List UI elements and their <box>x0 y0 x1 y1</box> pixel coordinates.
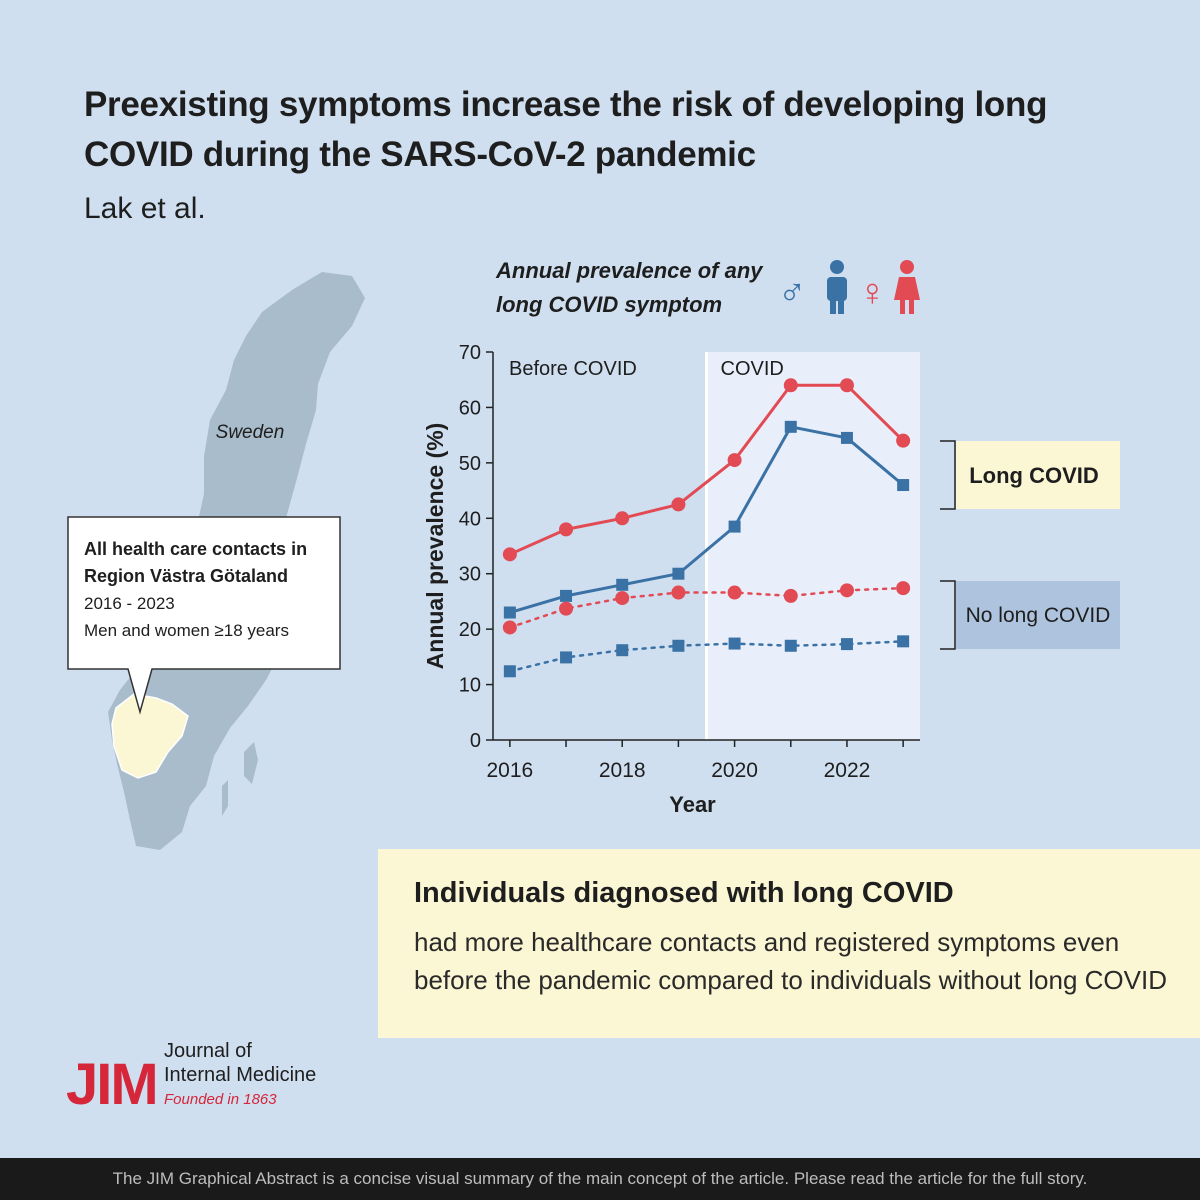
chart-title-line: long COVID symptom <box>496 292 722 317</box>
callout-heading: All health care contacts in Region Västr… <box>84 539 308 586</box>
period-label: Before COVID <box>509 358 637 380</box>
region-vastra-gotaland <box>111 693 189 779</box>
data-point <box>503 665 516 678</box>
data-point <box>783 588 798 603</box>
long-covid-group: Long COVID <box>940 440 1120 510</box>
y-tick-label: 40 <box>459 508 481 530</box>
data-point <box>897 479 910 492</box>
no-long-covid-box <box>956 581 1120 649</box>
no-long-covid-group: No long COVID <box>940 580 1120 650</box>
data-point <box>502 620 517 635</box>
data-point <box>896 581 911 596</box>
callout: All health care contacts in Region Västr… <box>84 536 334 644</box>
data-point <box>727 453 742 468</box>
data-point <box>840 431 853 444</box>
data-point <box>896 433 911 448</box>
summary-heading: Individuals diagnosed with long COVID <box>414 877 954 909</box>
data-point <box>616 644 629 657</box>
data-point <box>727 585 742 600</box>
page-title: Preexisting symptoms increase the risk o… <box>84 85 1048 174</box>
y-tick-label: 30 <box>459 564 481 586</box>
y-tick-label: 20 <box>459 619 481 641</box>
data-point <box>616 578 629 591</box>
data-point <box>671 585 686 600</box>
callout-population: Men and women ≥18 years <box>84 621 289 640</box>
data-point <box>672 567 685 580</box>
data-point <box>783 378 798 393</box>
callout-years: 2016 - 2023 <box>84 594 175 613</box>
summary-box: Individuals diagnosed with long COVID ha… <box>378 849 1200 1038</box>
data-point <box>671 497 686 512</box>
woman-figure-icon <box>894 260 920 314</box>
plot-area: Before COVID COVID 0 10 20 30 40 50 60 70 2016 2018… <box>422 342 920 817</box>
x-tick-label: 2020 <box>711 759 758 782</box>
data-point <box>615 591 630 606</box>
male-symbol-icon: ♂ <box>778 272 807 314</box>
no-long-covid-bracket <box>940 580 956 650</box>
female-symbol-icon: ♀ <box>858 272 887 314</box>
data-point <box>503 606 516 619</box>
data-point <box>560 589 573 602</box>
oland-island <box>222 780 228 816</box>
x-tick-label: 2016 <box>486 759 533 782</box>
authors: Lak et al. <box>84 192 206 225</box>
period-band <box>706 352 920 740</box>
data-point <box>560 651 573 664</box>
data-point <box>840 638 853 651</box>
series-line <box>508 640 905 673</box>
y-tick-label: 70 <box>459 342 481 364</box>
long-covid-box <box>956 441 1120 509</box>
data-point <box>784 639 797 652</box>
gotland-island <box>244 742 258 784</box>
y-tick-label: 0 <box>470 730 481 752</box>
series-line <box>508 586 905 629</box>
y-tick-label: 50 <box>459 453 481 475</box>
long-covid-bracket <box>940 440 956 510</box>
x-axis-title: Year <box>669 792 716 817</box>
y-axis-title: Annual prevalence (%) <box>422 423 448 670</box>
data-point <box>615 511 630 526</box>
series-line <box>509 425 905 614</box>
data-point <box>784 420 797 433</box>
y-tick-label: 60 <box>459 397 481 419</box>
country-label: Sweden <box>216 422 285 443</box>
summary-body: had more healthcare contacts and registe… <box>414 927 1167 995</box>
man-figure-icon <box>827 260 847 314</box>
data-point <box>839 378 854 393</box>
x-tick-label: 2018 <box>599 759 646 782</box>
chart-title-line: Annual prevalence of any <box>495 258 764 283</box>
chart-title: Annual prevalence of any long COVID symp… <box>495 258 769 317</box>
series-line <box>509 383 905 556</box>
footer: The JIM Graphical Abstract is a concise … <box>0 1158 1200 1200</box>
data-point <box>559 522 574 537</box>
data-point <box>559 601 574 616</box>
data-point <box>728 520 741 533</box>
data-point <box>672 639 685 652</box>
data-point <box>728 637 741 650</box>
x-tick-label: 2022 <box>824 759 871 782</box>
callout-box <box>67 516 341 715</box>
y-tick-label: 10 <box>459 675 481 697</box>
sex-legend: ♂ ♀ <box>778 260 920 314</box>
data-point <box>502 547 517 562</box>
long-covid-label: Long COVID <box>969 463 1099 488</box>
period-label: COVID <box>721 358 784 380</box>
no-long-covid-label: No long COVID <box>966 604 1111 627</box>
data-point <box>897 635 910 648</box>
data-point <box>839 583 854 598</box>
